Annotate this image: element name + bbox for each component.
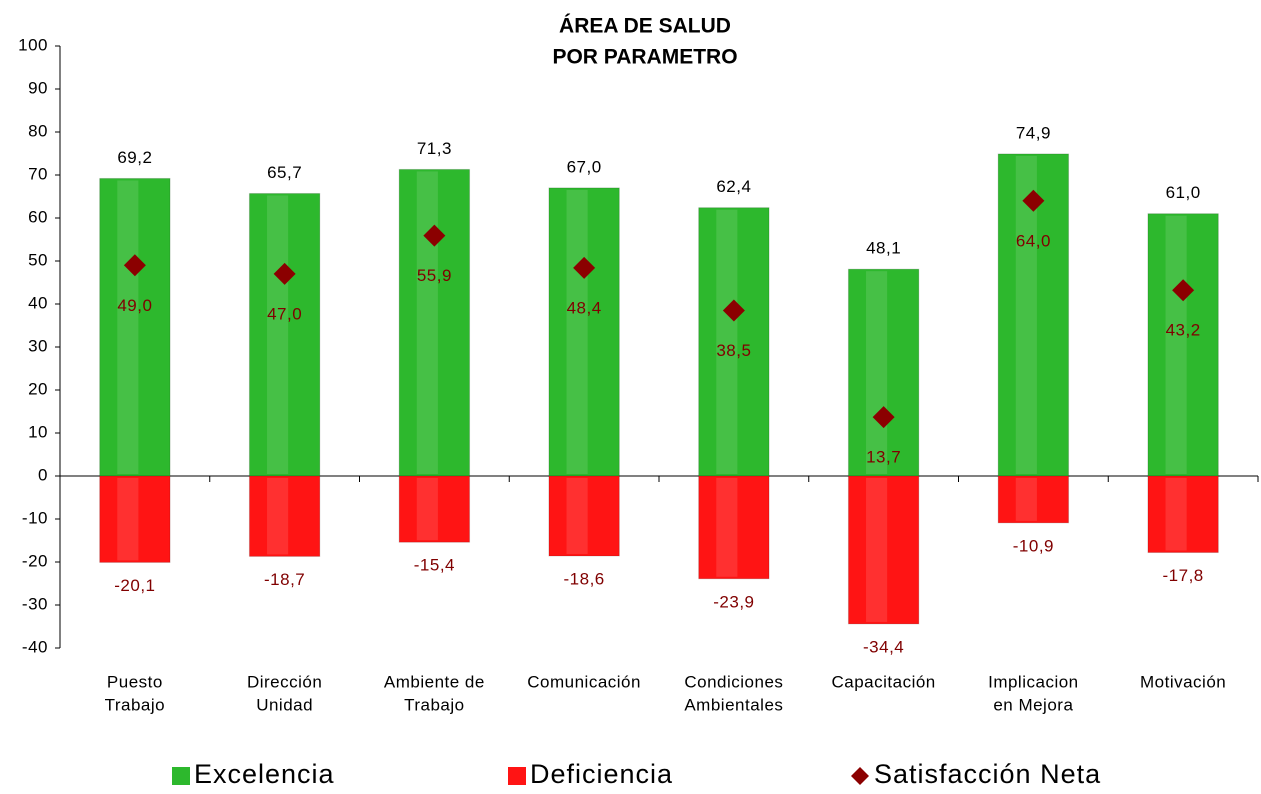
value-label: -20,1 — [114, 576, 155, 595]
value-label: -10,9 — [1013, 536, 1054, 555]
x-tick-label: Condiciones — [684, 672, 783, 691]
value-label: -15,4 — [414, 556, 455, 575]
y-tick-label: -10 — [22, 508, 48, 527]
bar — [99, 475, 171, 563]
marker — [1172, 279, 1195, 302]
value-label: 65,7 — [267, 163, 302, 182]
x-tick-label: Capacitación — [831, 672, 935, 691]
bar-shine — [566, 189, 588, 474]
bar-shine — [1015, 155, 1037, 474]
y-tick-label: 40 — [28, 293, 48, 312]
x-tick-label: Trabajo — [105, 695, 166, 714]
marker — [722, 299, 745, 322]
value-label: -18,6 — [564, 569, 605, 588]
value-label: 69,2 — [117, 148, 152, 167]
legend-label: Satisfacción Neta — [874, 759, 1101, 789]
value-label: 48,4 — [567, 298, 602, 317]
value-label: 61,0 — [1166, 183, 1201, 202]
bar — [1147, 213, 1219, 477]
x-tick-label: Unidad — [256, 695, 313, 714]
bar — [698, 207, 770, 477]
y-tick-label: 0 — [38, 465, 48, 484]
bar — [248, 475, 321, 557]
x-tick-label: Trabajo — [404, 695, 465, 714]
bar — [1147, 475, 1219, 554]
x-tick-label: en Mejora — [993, 695, 1073, 714]
bar — [248, 192, 321, 477]
bar-shine — [866, 478, 888, 622]
value-label: 48,1 — [866, 239, 901, 258]
bar — [398, 475, 471, 543]
value-label: 43,2 — [1166, 321, 1201, 340]
y-tick-label: -20 — [22, 551, 48, 570]
bar-shine — [267, 478, 289, 555]
value-label: 67,0 — [567, 157, 602, 176]
y-tick-label: 100 — [18, 35, 48, 54]
value-label: 74,9 — [1016, 123, 1051, 142]
marker — [1022, 189, 1045, 212]
bar — [698, 475, 770, 580]
chart-title: ÁREA DE SALUD — [559, 15, 731, 38]
value-label: 49,0 — [117, 296, 152, 315]
bar — [548, 475, 620, 557]
bar-shine — [416, 171, 438, 474]
legend-marker — [851, 767, 869, 785]
bar-shine — [416, 478, 438, 541]
value-label: -23,9 — [713, 592, 754, 611]
y-tick-label: 90 — [28, 78, 48, 97]
bar — [847, 268, 920, 477]
y-tick-label: 70 — [28, 164, 48, 183]
y-tick-label: 30 — [28, 336, 48, 355]
value-label: 38,5 — [716, 341, 751, 360]
value-label: 71,3 — [417, 139, 452, 158]
bar-shine — [117, 478, 139, 561]
bar-shine — [566, 478, 588, 554]
y-tick-label: 60 — [28, 207, 48, 226]
bar-shine — [716, 209, 738, 474]
value-label: -17,8 — [1163, 566, 1204, 585]
value-label: -18,7 — [264, 570, 305, 589]
bar-shine — [1165, 215, 1187, 474]
bar — [548, 187, 620, 477]
marker — [872, 406, 895, 429]
value-label: -34,4 — [863, 637, 904, 656]
bar-shine — [1165, 478, 1187, 551]
marker — [423, 224, 446, 247]
marker — [123, 254, 146, 277]
value-label: 55,9 — [417, 266, 452, 285]
bar-shine — [716, 478, 738, 577]
value-label: 13,7 — [866, 448, 901, 467]
bar-shine — [1015, 478, 1037, 521]
legend-swatch — [508, 767, 526, 785]
legend-label: Excelencia — [194, 759, 335, 789]
chart-subtitle: POR PARAMETRO — [552, 46, 737, 69]
value-label: 62,4 — [716, 177, 751, 196]
y-tick-label: 20 — [28, 379, 48, 398]
x-tick-label: Implicacion — [988, 672, 1079, 691]
y-tick-label: -30 — [22, 594, 48, 613]
y-tick-label: 50 — [28, 250, 48, 269]
marker — [273, 262, 296, 285]
bar — [847, 475, 920, 625]
y-tick-label: 10 — [28, 422, 48, 441]
x-tick-label: Ambiente de — [384, 672, 485, 691]
x-tick-label: Dirección — [247, 672, 322, 691]
legend-label: Deficiencia — [530, 759, 673, 789]
bar — [997, 475, 1070, 524]
value-label: 47,0 — [267, 304, 302, 323]
value-label: 64,0 — [1016, 231, 1051, 250]
x-tick-label: Puesto — [107, 672, 163, 691]
x-tick-label: Ambientales — [684, 695, 783, 714]
bar-shine — [267, 195, 289, 475]
x-tick-label: Motivación — [1140, 672, 1226, 691]
marker — [573, 256, 596, 279]
bar-shine — [117, 180, 139, 474]
x-tick-label: Comunicación — [527, 672, 641, 691]
y-tick-label: -40 — [22, 637, 48, 656]
legend-swatch — [172, 767, 190, 785]
y-tick-label: 80 — [28, 121, 48, 140]
bar-shine — [866, 271, 888, 474]
